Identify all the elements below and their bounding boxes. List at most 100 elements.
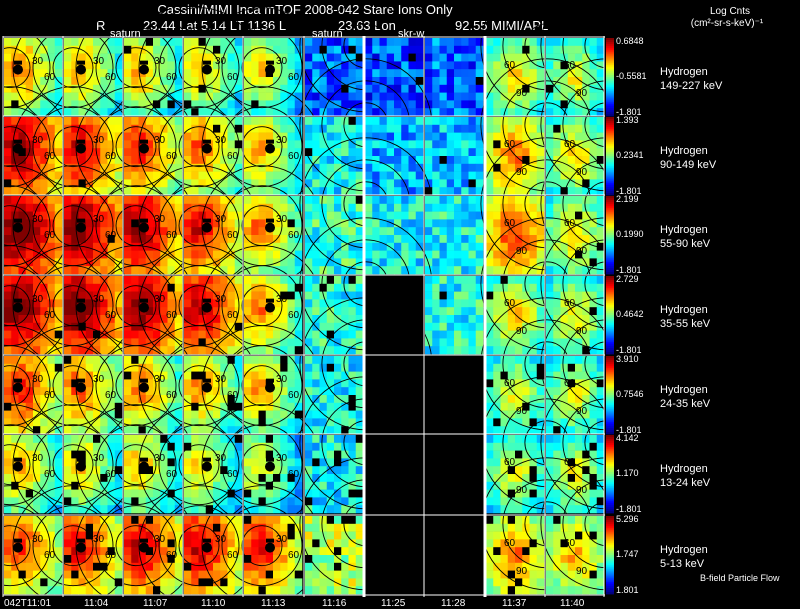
panel-r0-c6 xyxy=(365,38,424,117)
time-label-9: 11:40 xyxy=(560,598,585,609)
contour-label-30-r4c0: 30 xyxy=(32,374,44,385)
colorbar-max-5: 4.142 xyxy=(616,433,639,443)
contour-label-60-r4c2: 60 xyxy=(166,390,178,401)
panel-r2-c3 xyxy=(138,165,260,287)
contour-label-30-r3c4: 30 xyxy=(276,294,288,305)
panel-r6-c7 xyxy=(425,516,483,594)
energy-label-1: 90-149 keV xyxy=(660,159,717,171)
contour-label-30-r2c0: 30 xyxy=(32,214,44,225)
species-label-3: Hydrogen xyxy=(660,304,708,316)
contour-label-60-r4c1: 60 xyxy=(105,390,117,401)
contour-label-90-r1c9: 90 xyxy=(576,167,588,178)
panel-r3-c6 xyxy=(365,276,423,354)
contour-label-30-r1c1: 30 xyxy=(93,135,105,146)
contour-label-30-r4c1: 30 xyxy=(93,374,105,385)
colorbar-max-3: 2.729 xyxy=(616,274,639,284)
colorbar-mid-6: 1.747 xyxy=(616,549,639,559)
contour-label-60-r2c9: 60 xyxy=(564,218,576,229)
panel-r6-c6 xyxy=(365,516,423,594)
contour-label-60-r6c8: 60 xyxy=(504,538,516,549)
energy-label-2: 55-90 keV xyxy=(660,238,711,250)
time-label-3: 11:10 xyxy=(201,598,226,609)
panel-r5-c8 xyxy=(480,376,614,514)
contour-label-60-r6c9: 60 xyxy=(564,538,576,549)
colorbar-max-1: 1.393 xyxy=(616,115,639,125)
contour-label-30-r6c2: 30 xyxy=(154,534,166,545)
contour-label-30-r6c1: 30 xyxy=(93,534,105,545)
contour-label-60-r0c3: 60 xyxy=(227,72,239,83)
column-label-2: skr-w xyxy=(398,28,425,40)
contour-label-30-r3c1: 30 xyxy=(93,294,105,305)
panel-r4-c9 xyxy=(540,297,674,435)
panel-r4-c8 xyxy=(480,297,614,435)
contour-label-60-r1c1: 60 xyxy=(105,151,117,162)
contour-label-30-r4c2: 30 xyxy=(154,374,166,385)
panel-r6-c1 xyxy=(12,485,134,607)
panel-r3-c4 xyxy=(201,245,323,367)
panel-r1-c7 xyxy=(425,117,484,196)
contour-label-90-r5c9: 90 xyxy=(576,485,588,496)
contour-label-60-r6c3: 60 xyxy=(227,550,239,561)
contour-label-30-r2c2: 30 xyxy=(154,214,166,225)
energy-label-5: 13-24 keV xyxy=(660,477,711,489)
panel-r5-c7 xyxy=(425,435,483,513)
contour-label-60-r6c4: 60 xyxy=(288,550,300,561)
contour-label-60-r4c9: 60 xyxy=(564,378,576,389)
contour-label-30-r3c3: 30 xyxy=(215,294,227,305)
panel-r0-c5 xyxy=(299,0,433,117)
contour-label-60-r1c4: 60 xyxy=(288,151,300,162)
panel-r0-c7 xyxy=(425,38,484,117)
contour-label-60-r3c9: 60 xyxy=(564,298,576,309)
time-label-4: 11:13 xyxy=(261,598,286,609)
contour-label-60-r3c4: 60 xyxy=(288,310,300,321)
contour-label-30-r2c4: 30 xyxy=(276,214,288,225)
contour-label-60-r3c3: 60 xyxy=(227,310,239,321)
contour-label-60-r4c3: 60 xyxy=(227,390,239,401)
contour-label-30-r4c3: 30 xyxy=(215,374,227,385)
contour-label-30-r6c4: 30 xyxy=(276,534,288,545)
contour-label-30-r3c2: 30 xyxy=(154,294,166,305)
energy-label-4: 24-35 keV xyxy=(660,398,711,410)
panel-r6-c2 xyxy=(75,485,197,607)
contour-label-90-r2c9: 90 xyxy=(576,246,588,257)
panel-r1-c8 xyxy=(480,58,614,196)
colorbar-5 xyxy=(606,435,614,514)
contour-label-90-r3c8: 90 xyxy=(516,326,528,337)
panel-r1-c1 xyxy=(12,86,134,208)
contour-label-90-r2c8: 90 xyxy=(516,246,528,257)
colorbar-max-6: 5.296 xyxy=(616,514,639,524)
panel-r0-c0 xyxy=(0,7,71,129)
contour-label-30-r5c1: 30 xyxy=(93,453,105,464)
contour-label-60-r5c9: 60 xyxy=(564,457,576,468)
panel-r0-c3 xyxy=(138,7,260,129)
colorbar-mid-4: 0.7546 xyxy=(616,389,644,399)
panel-r1-c3 xyxy=(138,86,260,208)
colorbar-max-2: 2.199 xyxy=(616,194,639,204)
contour-label-60-r0c1: 60 xyxy=(105,72,117,83)
colorbar-max-0: 0.6848 xyxy=(616,36,644,46)
time-label-6: 11:25 xyxy=(381,598,406,609)
units-label: (cm²-sr-s-keV)⁻¹ xyxy=(690,18,764,29)
contour-label-30-r0c2: 30 xyxy=(154,56,166,67)
panel-r3-c0 xyxy=(0,245,71,367)
panel-r2-c0 xyxy=(0,165,71,287)
contour-label-30-r5c3: 30 xyxy=(215,453,227,464)
panel-r6-c0 xyxy=(0,485,71,607)
contour-label-60-r2c3: 60 xyxy=(227,230,239,241)
contour-label-60-r5c1: 60 xyxy=(105,469,117,480)
contour-label-60-r5c2: 60 xyxy=(166,469,178,480)
panel-r2-c7 xyxy=(425,196,484,275)
contour-label-60-r2c8: 60 xyxy=(504,218,516,229)
contour-label-60-r4c0: 60 xyxy=(44,390,56,401)
panel-r4-c4 xyxy=(201,325,323,447)
energy-label-6: 5-13 keV xyxy=(660,558,705,570)
time-label-2: 11:07 xyxy=(143,598,168,609)
contour-label-30-r0c4: 30 xyxy=(276,56,288,67)
panel-r3-c7 xyxy=(425,276,484,355)
contour-label-60-r1c3: 60 xyxy=(227,151,239,162)
panel-r5-c6 xyxy=(365,435,423,513)
contour-label-90-r6c8: 90 xyxy=(516,566,528,577)
contour-label-30-r5c4: 30 xyxy=(276,453,288,464)
contour-label-90-r0c9: 90 xyxy=(576,88,588,99)
